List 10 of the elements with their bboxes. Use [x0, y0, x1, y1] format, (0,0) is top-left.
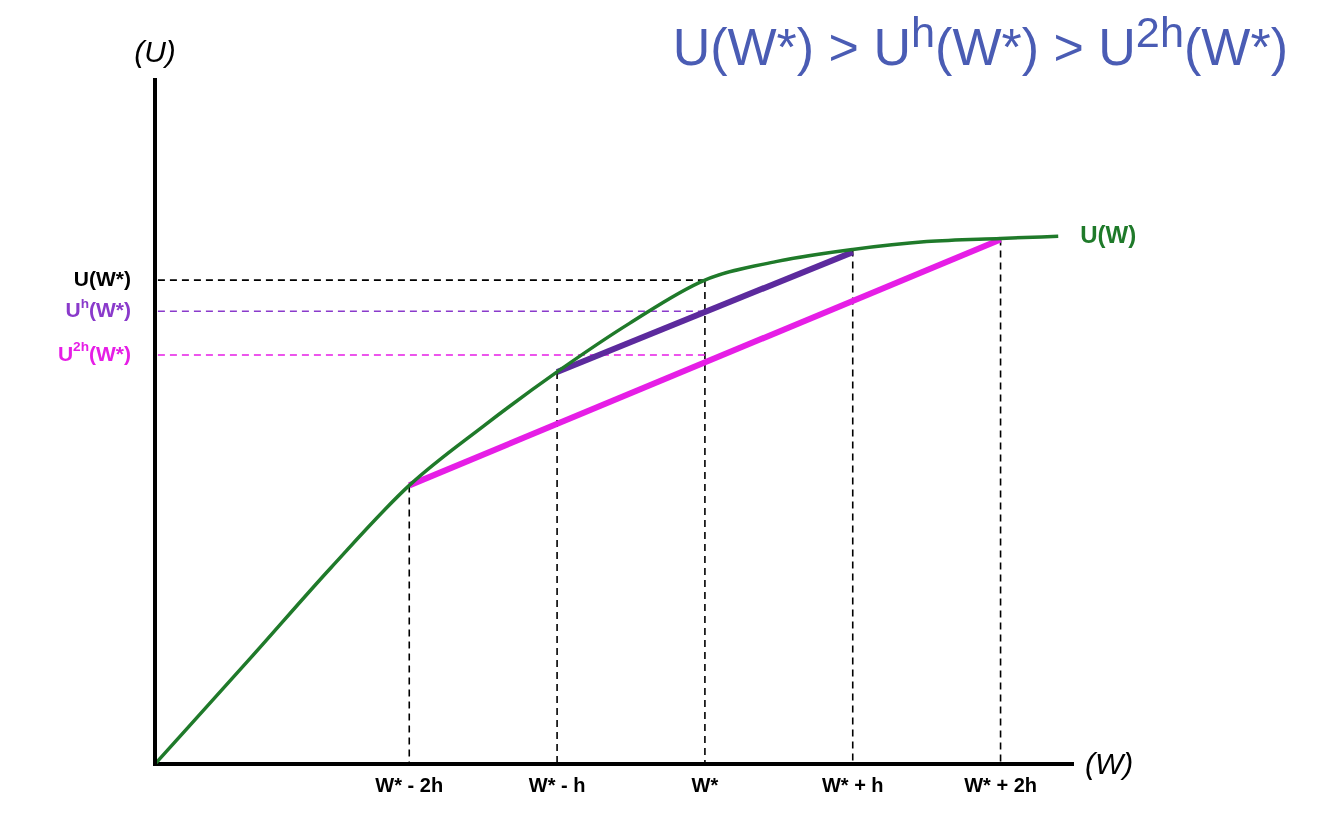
x-axis-title: (W) — [1085, 747, 1134, 781]
x-tick-label: W* - h — [528, 773, 586, 796]
x-tick-label: W* - 2h — [375, 773, 444, 796]
series-label: U(W) — [1080, 220, 1137, 248]
chart-title: U(W*) > U$^{h}$(W*) > U$^{2h}$(W*) — [672, 8, 1288, 78]
x-tick-label: W* + 2h — [964, 773, 1037, 796]
x-tick-label: W* — [691, 773, 719, 796]
text: (U) — [134, 35, 176, 69]
x-tick-label: W* + h — [821, 773, 884, 796]
series-label: U(W*) — [73, 266, 132, 290]
